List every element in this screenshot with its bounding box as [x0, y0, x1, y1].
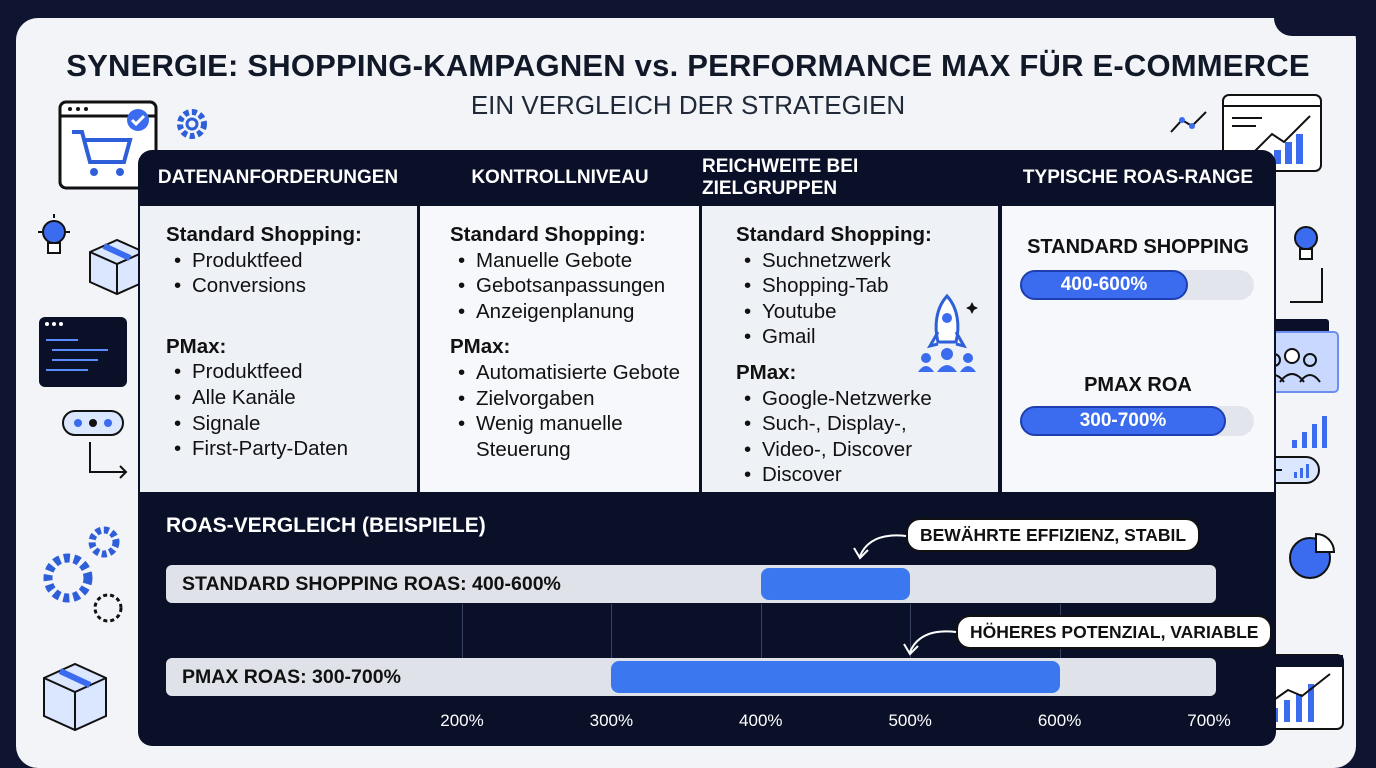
trend-line-icon: [1170, 111, 1207, 133]
standard-roas-range-bar: [760, 568, 911, 600]
standard-roas-track-bar: [166, 565, 1216, 603]
column-heading-roas-range: TYPISCHE ROAS-RANGE: [1022, 167, 1254, 188]
rocket-icon: [918, 293, 978, 372]
pmax-title: PMax:: [166, 334, 227, 358]
list-item: Manuelle Gebote: [458, 248, 699, 274]
list-item: Gebotsanpassungen: [458, 273, 699, 299]
list-item: Produktfeed: [174, 359, 417, 385]
list-item: Such-, Display-,: [744, 411, 998, 437]
list-item: Zielvorgaben: [458, 386, 699, 412]
gear-icon: [177, 109, 207, 139]
column-heading-reichweite: REICHWEITE BEI ZIELGRUPPEN: [702, 156, 859, 199]
list-item: Video-, Discover: [744, 437, 998, 463]
list-item: Google-Netzwerke: [744, 386, 998, 412]
bar-chart-icon: [1292, 416, 1327, 448]
callout-standard: BEWÄHRTE EFFIZIENZ, STABIL: [906, 518, 1201, 552]
list-item: Conversions: [174, 273, 417, 299]
page-title: SYNERGIE: SHOPPING-KAMPAGNEN vs. PERFORM…: [66, 48, 1310, 83]
growth-chart-icon: [1258, 654, 1344, 730]
list-item: First-Party-Daten: [174, 436, 417, 462]
pmax-title: PMax:: [450, 335, 511, 359]
package-icon-2: [43, 662, 107, 732]
gears-icon: [43, 526, 123, 623]
pmax-roas-bar: 300-700%: [1020, 406, 1226, 436]
list-item: Shopping-Tab: [744, 273, 998, 299]
axis-tick-label: 600%: [1037, 711, 1082, 730]
callout-arrow-icon: [903, 630, 957, 656]
axis-tick-label: 300%: [589, 711, 634, 730]
standard-roas-series-label: STANDARD SHOPPING ROAS: 400-600%: [182, 572, 561, 595]
column-datenanforderungen: Standard Shopping: Produktfeed Conversio…: [140, 206, 417, 492]
standard-shopping-title: Standard Shopping:: [450, 223, 646, 246]
arrow-icon: [89, 442, 128, 479]
column-heading-datenanforderungen: DATENANFORDERUNGEN: [157, 167, 399, 188]
pmax-title: PMax:: [736, 360, 797, 384]
standard-shopping-title: Standard Shopping:: [166, 223, 362, 246]
list-item: Gmail: [744, 324, 998, 350]
column-kontrollniveau: Standard Shopping: Manuelle Gebote Gebot…: [420, 206, 699, 492]
list-item: Anzeigenplanung: [458, 299, 699, 325]
comparison-title: ROAS-VERGLEICH (BEISPIELE): [166, 514, 486, 537]
list-item: Signale: [174, 411, 417, 437]
list-item: Produktfeed: [174, 248, 417, 274]
axis-tick-label: 700%: [1187, 711, 1231, 730]
shopping-cart-icon: [58, 100, 158, 190]
code-window-icon: [39, 317, 127, 387]
pmax-roas-series-label: PMAX ROAS: 300-700%: [182, 665, 401, 688]
column-roas-range: [1002, 206, 1274, 492]
list-item: Suchnetzwerk: [744, 248, 998, 274]
column-heading-kontrollniveau: KONTROLLNIVEAU: [471, 167, 649, 188]
axis-tick-label: 500%: [888, 711, 932, 730]
list-item: Discover: [744, 462, 998, 488]
gridline: [910, 604, 912, 658]
toggle-icon: [62, 410, 124, 436]
lightbulb-icon-2: [1290, 226, 1323, 303]
column-reichweite: Standard Shopping: Suchnetzwerk Shopping…: [702, 206, 998, 492]
standard-shopping-label: STANDARD SHOPPING: [1027, 236, 1249, 258]
page-subtitle: EIN VERGLEICH DER STRATEGIEN: [470, 90, 906, 120]
callout-pmax: HÖHERES POTENZIAL, VARIABLE: [956, 615, 1273, 649]
gridline: [611, 604, 613, 658]
list-item: Youtube: [744, 299, 998, 325]
pie-chart-icon: [1289, 532, 1336, 579]
pmax-roas-range-bar: [611, 661, 1060, 693]
standard-shopping-title: Standard Shopping:: [736, 223, 932, 246]
list-item: Automatisierte Gebote: [458, 360, 699, 386]
axis-tick-label: 200%: [440, 711, 484, 730]
gridline: [462, 604, 463, 658]
list-item: Alle Kanäle: [174, 385, 417, 411]
axis-tick-label: 400%: [739, 711, 783, 730]
gridline: [760, 604, 762, 658]
standard-roas-bar: 400-600%: [1020, 270, 1188, 300]
list-item: Wenig manuelle Steuerung: [458, 411, 678, 462]
callout-arrow-icon: [853, 534, 907, 560]
lightbulb-icon: [38, 214, 70, 254]
pmax-roas-label: PMAX ROA: [1084, 374, 1192, 396]
